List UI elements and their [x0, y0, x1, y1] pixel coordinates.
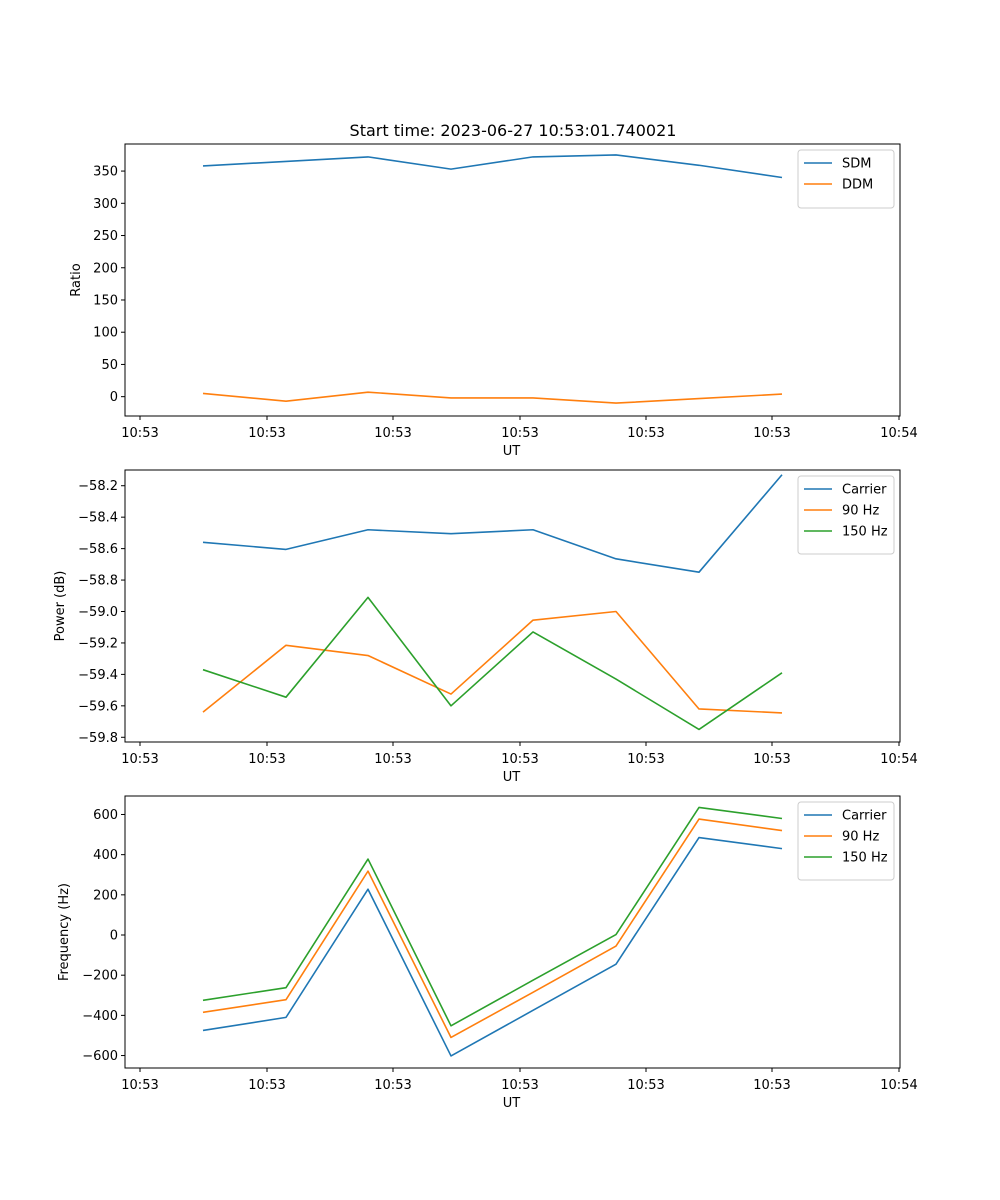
- legend-label: Carrier: [842, 809, 887, 824]
- y-tick-label: 300: [93, 197, 118, 212]
- y-tick-label: 250: [93, 229, 118, 244]
- y-tick-label: 600: [93, 808, 118, 823]
- series-line: [202, 391, 783, 404]
- x-tick-label: 10:53: [501, 1078, 538, 1093]
- x-tick-label: 10:53: [374, 752, 411, 767]
- x-tick-label: 10:53: [248, 1078, 285, 1093]
- x-tick-label: 10:53: [248, 752, 285, 767]
- legend-box: [797, 149, 895, 209]
- legend: Carrier 90 Hz 150 Hz: [797, 801, 895, 881]
- y-tick-label: 150: [93, 293, 118, 308]
- legend-label: DDM: [842, 178, 873, 193]
- legend-label: 150 Hz: [842, 851, 888, 866]
- legend-box: [797, 801, 895, 881]
- y-tick-label: −58.2: [78, 479, 118, 494]
- y-tick-label: −58.8: [78, 574, 118, 589]
- legend: Carrier 90 Hz 150 Hz: [797, 475, 895, 555]
- x-tick-label: 10:53: [501, 752, 538, 767]
- x-axis-label: UT: [503, 444, 521, 459]
- y-tick-label: 350: [93, 165, 118, 180]
- y-tick-label: −400: [82, 1009, 118, 1024]
- x-tick-label: 10:53: [627, 752, 664, 767]
- series-line: [202, 806, 783, 1027]
- y-tick-label: 0: [110, 929, 118, 944]
- chart-panel-1: 0 50 100 150 200 250 300 350 10:53 10:53 10:53 10:5…: [69, 143, 918, 459]
- series-line: [202, 836, 783, 1057]
- chart-title: Start time: 2023-06-27 10:53:01.740021: [350, 121, 677, 140]
- x-tick-label: 10:53: [753, 752, 790, 767]
- x-tick-label: 10:54: [880, 426, 917, 441]
- y-tick-label: −58.4: [78, 511, 118, 526]
- x-tick-label: 10:53: [753, 1078, 790, 1093]
- x-tick-label: 10:54: [880, 752, 917, 767]
- x-axis-label: UT: [503, 1096, 521, 1111]
- y-tick-label: −59.4: [78, 668, 118, 683]
- x-tick-label: 10:53: [121, 752, 158, 767]
- x-tick-label: 10:54: [880, 1078, 917, 1093]
- legend: SDM DDM: [797, 149, 895, 209]
- y-tick-label: −200: [82, 969, 118, 984]
- x-tick-label: 10:53: [374, 1078, 411, 1093]
- legend-label: 90 Hz: [842, 504, 879, 519]
- series-line: [202, 610, 783, 714]
- legend-label: SDM: [842, 157, 871, 172]
- x-tick-label: 10:53: [374, 426, 411, 441]
- plot-frame: [124, 795, 901, 1069]
- series-line: [202, 818, 783, 1039]
- legend-label: 150 Hz: [842, 525, 888, 540]
- y-axis-label: Power (dB): [53, 571, 68, 642]
- plot-frame: [124, 469, 901, 743]
- x-tick-label: 10:53: [501, 426, 538, 441]
- x-tick-label: 10:53: [121, 1078, 158, 1093]
- y-axis-label: Frequency (Hz): [57, 883, 72, 981]
- legend-label: Carrier: [842, 483, 887, 498]
- legend-box: [797, 475, 895, 555]
- chart-panel-2: −59.8 −59.6 −59.4 −59.2 −59.0 −58.8 −58.6 −58.4…: [53, 469, 918, 785]
- y-tick-label: −600: [82, 1049, 118, 1064]
- y-tick-label: −59.2: [78, 636, 118, 651]
- x-tick-label: 10:53: [753, 426, 790, 441]
- y-tick-label: 50: [101, 358, 118, 373]
- y-tick-label: −58.6: [78, 542, 118, 557]
- x-axis-label: UT: [503, 770, 521, 785]
- y-tick-label: 200: [93, 888, 118, 903]
- chart-panel-3: −600 −400 −200 0 200 400 600 10:53 10:53 10:53 10:…: [57, 795, 918, 1111]
- y-tick-label: 100: [93, 326, 118, 341]
- y-tick-label: 0: [110, 390, 118, 405]
- plot-frame: [124, 143, 901, 417]
- series-line: [202, 596, 783, 731]
- legend-label: 90 Hz: [842, 830, 879, 845]
- x-tick-label: 10:53: [248, 426, 285, 441]
- y-axis-label: Ratio: [69, 263, 84, 296]
- y-tick-label: 400: [93, 848, 118, 863]
- series-line: [202, 474, 783, 574]
- y-tick-label: −59.8: [78, 731, 118, 746]
- y-tick-label: −59.0: [78, 605, 118, 620]
- y-tick-label: −59.6: [78, 699, 118, 714]
- x-tick-label: 10:53: [121, 426, 158, 441]
- y-tick-label: 200: [93, 261, 118, 276]
- x-tick-label: 10:53: [627, 426, 664, 441]
- x-tick-label: 10:53: [627, 1078, 664, 1093]
- series-line: [202, 154, 783, 179]
